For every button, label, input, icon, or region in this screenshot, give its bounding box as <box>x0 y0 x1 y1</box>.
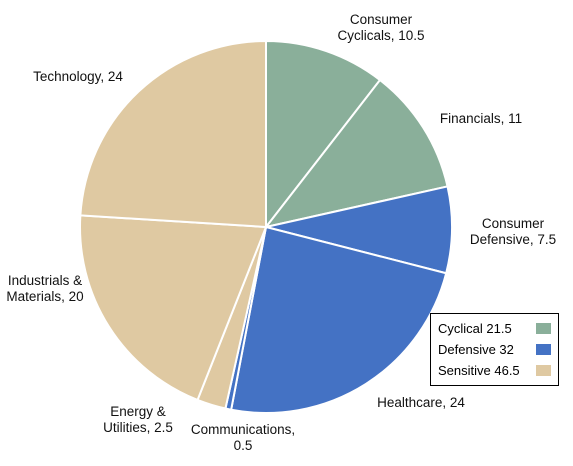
legend-label: Cyclical 21.5 <box>438 321 512 336</box>
slice-label: Industrials & Materials, 20 <box>6 273 83 304</box>
pie-slices <box>79 39 453 414</box>
slice-label-line: Energy & <box>110 404 166 419</box>
slice-label: Consumer Cyclicals, 10.5 <box>337 12 424 43</box>
slice-label-line: Defensive, 7.5 <box>470 232 556 247</box>
legend-swatch <box>536 344 551 355</box>
legend-entry-defensive: Defensive 32 <box>438 339 551 360</box>
slice-label-line: Healthcare, 24 <box>377 395 465 410</box>
legend-entry-cyclical: Cyclical 21.5 <box>438 318 551 339</box>
pie-slice <box>229 225 448 414</box>
slice-label: Healthcare, 24 <box>377 395 465 410</box>
slice-label-line: Financials, 11 <box>440 111 522 126</box>
chart-legend: Cyclical 21.5 Defensive 32 Sensitive 46.… <box>430 313 559 386</box>
pie-slice <box>79 214 268 402</box>
slice-label-line: Materials, 20 <box>6 289 83 304</box>
legend-entry-sensitive: Sensitive 46.5 <box>438 360 551 381</box>
legend-swatch <box>536 323 551 334</box>
slice-label: Energy & Utilities, 2.5 <box>103 404 173 435</box>
slice-label-line: Industrials & <box>8 273 82 288</box>
slice-label-line: Utilities, 2.5 <box>103 420 173 435</box>
slice-label-line: Communications, <box>191 422 295 437</box>
slice-label: Communications, 0.5 <box>191 422 295 453</box>
slice-label-line: Technology, 24 <box>33 69 123 84</box>
legend-label: Defensive 32 <box>438 342 514 357</box>
pie-slice <box>265 39 382 230</box>
slice-label-line: Consumer <box>482 216 545 231</box>
legend-label: Sensitive 46.5 <box>438 363 520 378</box>
slice-label-line: 0.5 <box>234 438 253 453</box>
pie-slice <box>79 39 267 229</box>
slice-label: Technology, 24 <box>33 69 123 84</box>
pie-slice <box>263 78 449 229</box>
slice-label: Consumer Defensive, 7.5 <box>470 216 556 247</box>
legend-swatch <box>536 365 551 376</box>
slice-label-line: Cyclicals, 10.5 <box>337 28 424 43</box>
slice-label: Financials, 11 <box>440 111 522 126</box>
slice-label-line: Consumer <box>350 12 413 27</box>
